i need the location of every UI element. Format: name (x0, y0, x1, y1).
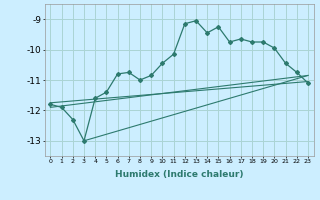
X-axis label: Humidex (Indice chaleur): Humidex (Indice chaleur) (115, 170, 244, 179)
